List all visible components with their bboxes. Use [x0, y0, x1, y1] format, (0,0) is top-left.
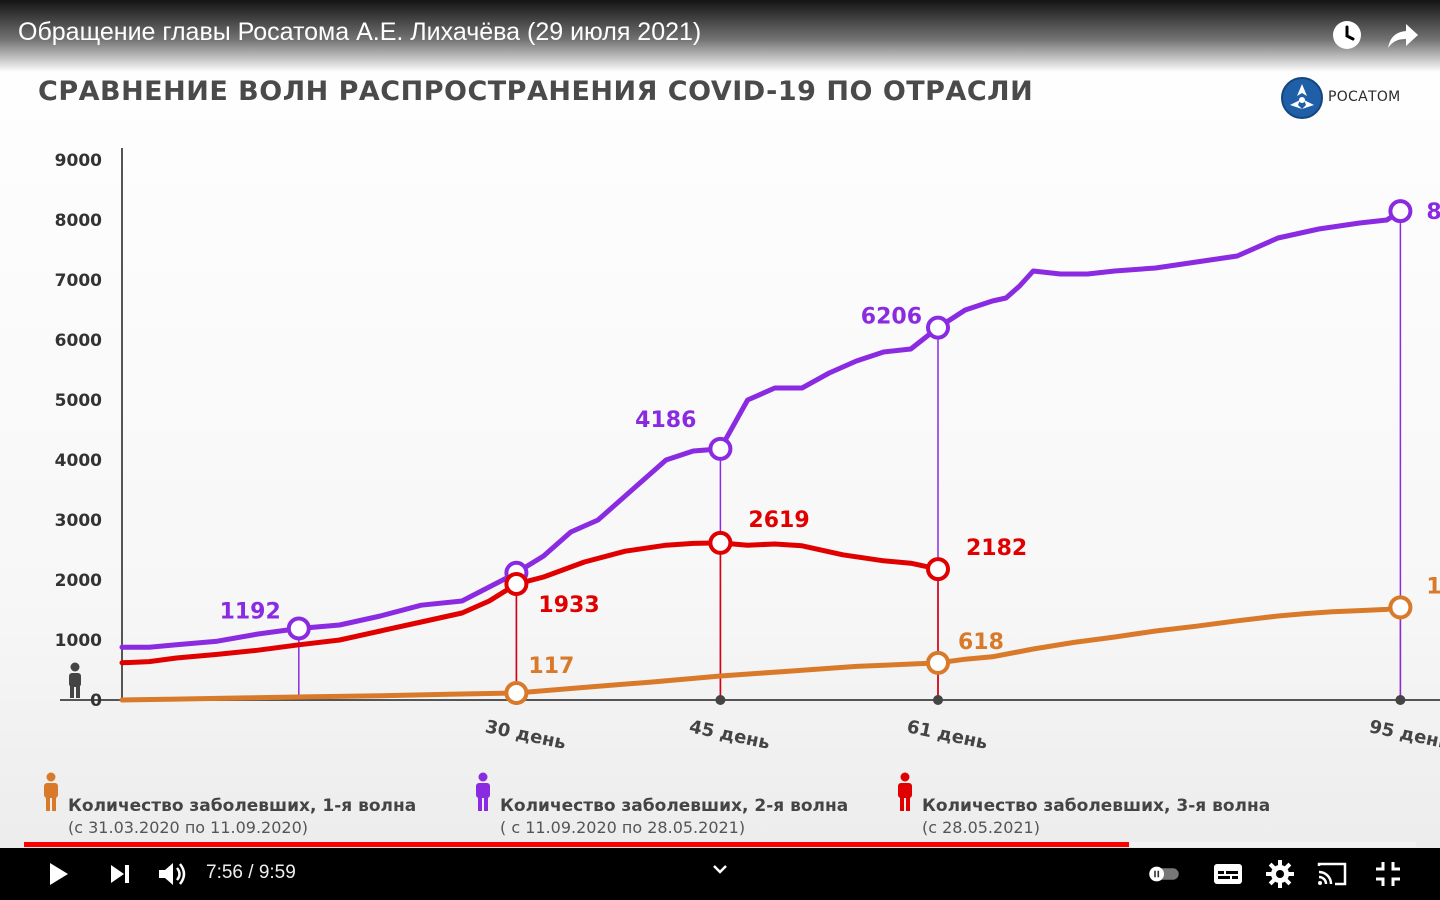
data-point-marker: [926, 315, 950, 340]
logo-text: РОСАТОМ: [1328, 89, 1401, 105]
legend-label: Количество заболевших, 2-я волна: [500, 796, 849, 816]
chevron-down-icon[interactable]: [702, 852, 738, 888]
volume-icon[interactable]: [154, 856, 190, 892]
person-icon: [44, 772, 58, 811]
y-tick-label: 9000: [55, 151, 102, 171]
player-controls: 7:56 / 9:59: [0, 848, 1440, 900]
x-tick-label: 61 день: [905, 716, 989, 754]
video-title[interactable]: Обращение главы Росатома А.Е. Лихачёва (…: [18, 18, 702, 46]
time-display: 7:56 / 9:59: [206, 862, 296, 883]
data-point-marker: [504, 680, 529, 705]
data-point-marker: [1388, 595, 1413, 620]
legend-date-range: ( с 11.09.2020 по 28.05.2021): [500, 818, 746, 837]
y-tick-label: 6000: [55, 331, 102, 351]
series-line-1: [119, 604, 1403, 703]
leader-lines: [298, 211, 1402, 700]
chart: 0 1000 2000 3000 4000 5000 6000 7000 8000 9000 30…: [55, 148, 1440, 754]
data-point-marker: [504, 572, 529, 597]
progress-bar[interactable]: [24, 842, 1416, 847]
data-point-marker: [708, 530, 733, 555]
autoplay-toggle-icon[interactable]: [1146, 856, 1182, 892]
x-tick-labels: 30 день 45 день 61 день 95 день: [483, 695, 1440, 754]
legend-label: Количество заболевших, 3-я волна: [922, 796, 1271, 816]
settings-gear-icon[interactable]: [1262, 856, 1298, 892]
x-tick-dot: [715, 695, 726, 705]
data-point-marker: [926, 650, 950, 675]
data-labels: 117 618 1543 1192 4186 6206 8148 1933 2619 2182: [220, 200, 1440, 679]
data-label: 1933: [538, 593, 599, 618]
chart-axes: [60, 148, 1440, 701]
y-tick-label: 2000: [55, 571, 102, 591]
subtitles-icon[interactable]: [1210, 856, 1246, 892]
legend-label: Количество заболевших, 1-я волна: [68, 796, 417, 816]
x-tick-label: 45 день: [687, 716, 771, 754]
y-tick-label: 8000: [55, 211, 102, 231]
x-tick-dot: [933, 695, 943, 705]
data-label: 4186: [635, 408, 696, 433]
series-lines: [119, 208, 1403, 703]
rosatom-logo: РОСАТОМ: [1280, 76, 1410, 120]
data-point-marker: [1388, 199, 1413, 224]
person-icon: [476, 772, 490, 811]
legend-date-range: (с 28.05.2021): [922, 818, 1040, 837]
x-tick-label: 30 день: [483, 716, 567, 754]
share-icon[interactable]: [1386, 18, 1420, 52]
slide: СРАВНЕНИЕ ВОЛН РАСПРОСТРАНЕНИЯ COVID-19 …: [0, 0, 1440, 856]
data-point-marker: [708, 436, 733, 461]
progress-fill: [24, 842, 1130, 847]
data-label: 117: [528, 654, 574, 679]
person-icon: [898, 772, 912, 811]
x-tick-dot: [1395, 695, 1406, 705]
y-tick-labels: 0 1000 2000 3000 4000 5000 6000 7000 8000 9000: [55, 151, 102, 711]
legend-date-range: (с 31.03.2020 по 11.09.2020): [68, 818, 309, 837]
series-line-3: [119, 540, 941, 666]
y-tick-label: 7000: [55, 271, 102, 291]
data-point-marker: [926, 557, 950, 582]
y-tick-label: 4000: [55, 451, 102, 471]
data-point-marker: [286, 616, 311, 641]
data-label: 618: [958, 630, 1004, 655]
y-tick-label: 0: [90, 691, 102, 711]
series-line-2: [119, 208, 1403, 650]
cast-icon[interactable]: [1314, 856, 1350, 892]
legend-item: Количество заболевших, 1-я волна (с 31.03…: [42, 772, 416, 837]
next-icon[interactable]: [102, 856, 138, 892]
data-label: 6206: [861, 305, 922, 330]
series-markers: [286, 199, 1413, 705]
rosatom-logo-icon: [1281, 77, 1323, 119]
legend-item: Количество заболевших, 3-я волна (с 28.05…: [896, 772, 1270, 837]
video-top-bar: Обращение главы Росатома А.Е. Лихачёва (…: [0, 0, 1440, 72]
y-tick-label: 1000: [55, 631, 102, 651]
slide-title: СРАВНЕНИЕ ВОЛН РАСПРОСТРАНЕНИЯ COVID-19 …: [38, 76, 1034, 107]
play-icon[interactable]: [40, 856, 76, 892]
data-label: 2619: [748, 508, 809, 533]
x-tick-label: 95 день: [1367, 716, 1440, 754]
data-label: 1192: [220, 599, 281, 624]
data-label: 1543: [1426, 574, 1440, 599]
exit-fullscreen-icon[interactable]: [1370, 856, 1406, 892]
y-tick-label: 3000: [55, 511, 102, 531]
watch-later-icon[interactable]: [1330, 18, 1364, 52]
data-label: 2182: [966, 536, 1027, 561]
person-icon: [69, 662, 81, 698]
legend-item: Количество заболевших, 2-я волна ( с 11.0…: [474, 772, 848, 837]
data-label: 8148: [1426, 200, 1440, 225]
y-tick-label: 5000: [55, 391, 102, 411]
